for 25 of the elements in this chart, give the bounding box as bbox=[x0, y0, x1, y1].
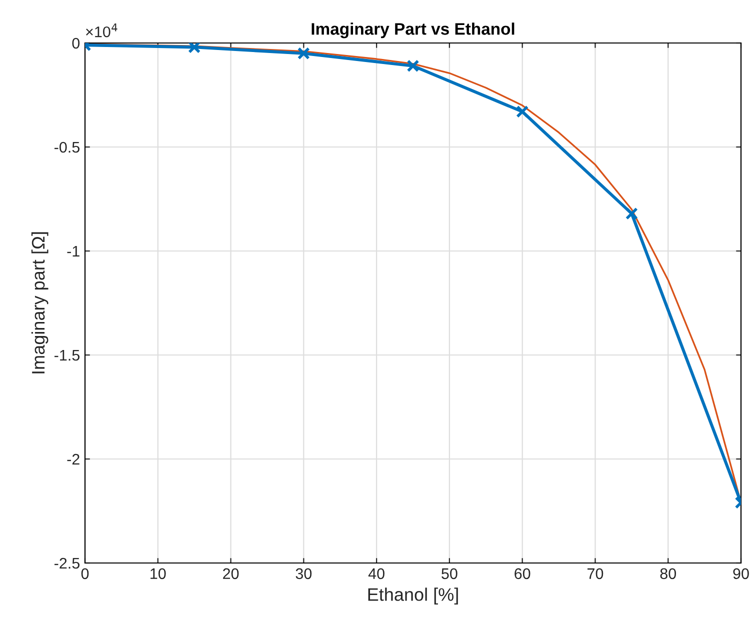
x-tick-label: 30 bbox=[296, 568, 312, 580]
y-tick-label: 0 bbox=[72, 38, 80, 49]
y-tick-label: -1.5 bbox=[54, 350, 80, 361]
y-tick-label: -2 bbox=[67, 454, 80, 465]
x-tick-label: 10 bbox=[150, 568, 166, 580]
y-axis-title: Imaginary part [Ω] bbox=[31, 232, 48, 374]
x-tick-label: 80 bbox=[660, 568, 676, 580]
x-axis-title: Ethanol [%] bbox=[368, 588, 458, 604]
point bbox=[406, 60, 420, 72]
y-tick-label: -0.5 bbox=[54, 142, 80, 153]
x-tick-label: 0 bbox=[81, 568, 89, 580]
x-tick-label: 60 bbox=[514, 568, 530, 580]
x-tick-label: 70 bbox=[588, 568, 604, 580]
x-tick-label: 50 bbox=[442, 568, 458, 580]
y-tick-label: -2.5 bbox=[54, 558, 80, 569]
point bbox=[188, 43, 201, 54]
chart-title: Imaginary Part vs Ethanol bbox=[312, 22, 514, 38]
x-tick-label: 20 bbox=[223, 568, 239, 580]
text: ×10$^{4}$ bbox=[86, 23, 118, 38]
point bbox=[297, 47, 310, 60]
point bbox=[516, 105, 529, 118]
y-tick-label: -1 bbox=[67, 246, 80, 257]
point bbox=[625, 207, 638, 220]
x-tick-label: 90 bbox=[733, 568, 749, 580]
x-tick-label: 40 bbox=[368, 568, 384, 580]
